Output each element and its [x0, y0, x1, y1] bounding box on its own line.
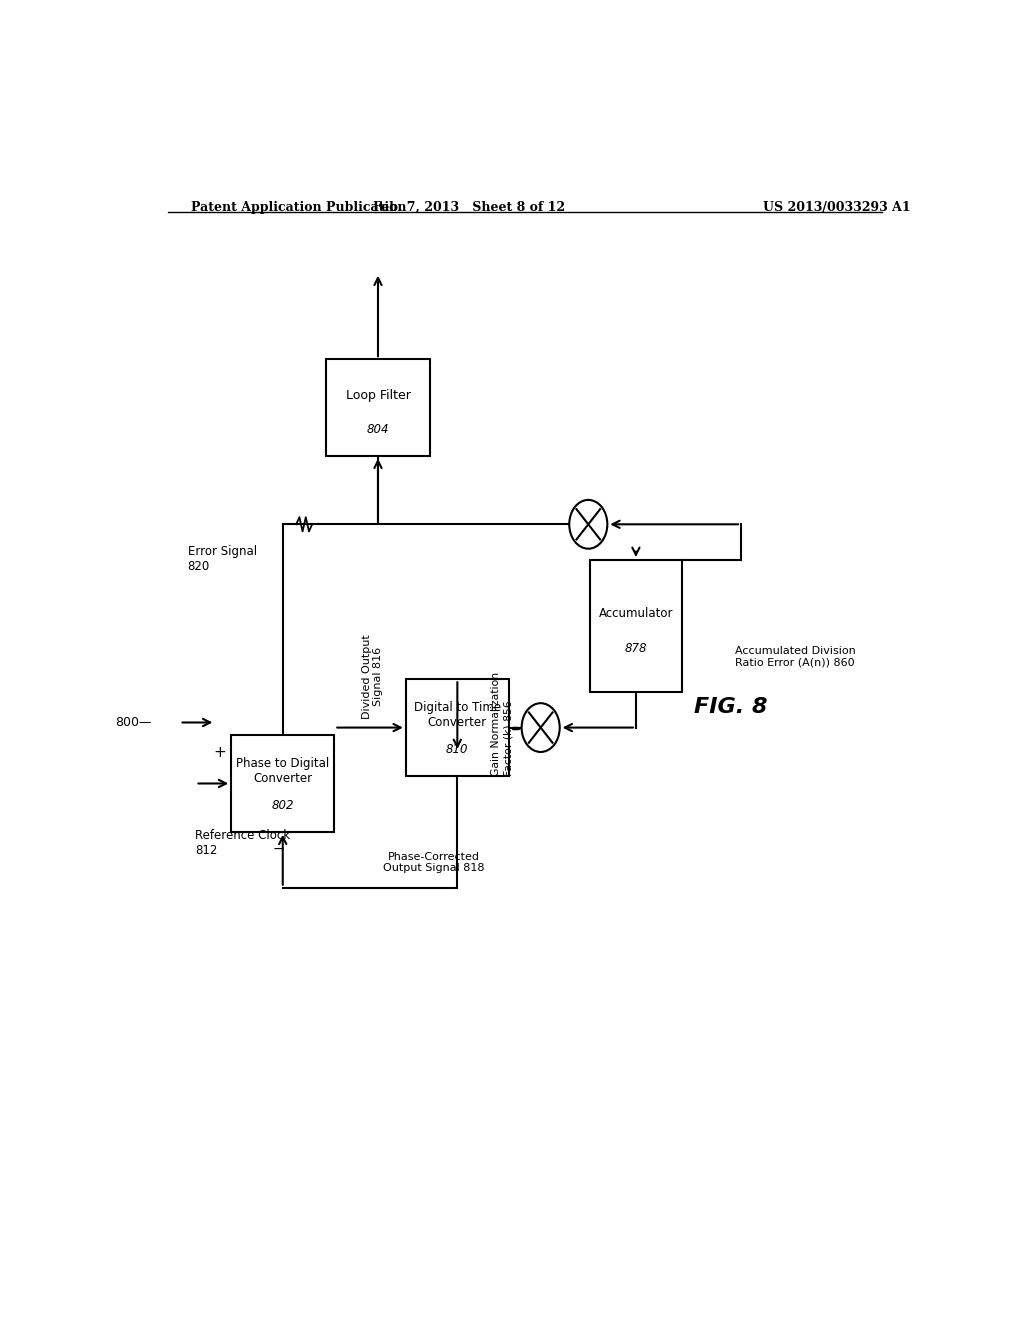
- Text: Accumulator: Accumulator: [599, 607, 673, 620]
- Text: Divided Output
Signal 816: Divided Output Signal 816: [361, 635, 383, 719]
- Text: Gain Normalization
Factor (k) 856: Gain Normalization Factor (k) 856: [492, 672, 513, 776]
- Text: −: −: [273, 842, 285, 855]
- Text: 810: 810: [446, 743, 469, 756]
- FancyBboxPatch shape: [590, 560, 682, 692]
- Text: Loop Filter: Loop Filter: [345, 388, 411, 401]
- Text: Accumulated Division
Ratio Error (A(n)) 860: Accumulated Division Ratio Error (A(n)) …: [735, 645, 856, 667]
- Text: +: +: [213, 746, 225, 760]
- Text: Patent Application Publication: Patent Application Publication: [191, 201, 407, 214]
- FancyBboxPatch shape: [231, 735, 334, 832]
- Circle shape: [521, 704, 560, 752]
- FancyBboxPatch shape: [406, 680, 509, 776]
- Text: Feb. 7, 2013   Sheet 8 of 12: Feb. 7, 2013 Sheet 8 of 12: [373, 201, 565, 214]
- Text: 804: 804: [367, 424, 389, 437]
- Text: Phase to Digital
Converter: Phase to Digital Converter: [237, 758, 330, 785]
- Text: US 2013/0033293 A1: US 2013/0033293 A1: [763, 201, 910, 214]
- Text: 802: 802: [271, 800, 294, 812]
- Text: Error Signal
820: Error Signal 820: [187, 545, 257, 573]
- Circle shape: [569, 500, 607, 549]
- FancyBboxPatch shape: [327, 359, 430, 455]
- Text: Phase-Corrected
Output Signal 818: Phase-Corrected Output Signal 818: [383, 851, 484, 874]
- Text: 878: 878: [625, 642, 647, 655]
- Text: Reference Clock
812: Reference Clock 812: [196, 829, 291, 857]
- Text: Digital to Time
Converter: Digital to Time Converter: [414, 701, 501, 730]
- Text: FIG. 8: FIG. 8: [694, 697, 768, 717]
- Text: 800—: 800—: [116, 715, 152, 729]
